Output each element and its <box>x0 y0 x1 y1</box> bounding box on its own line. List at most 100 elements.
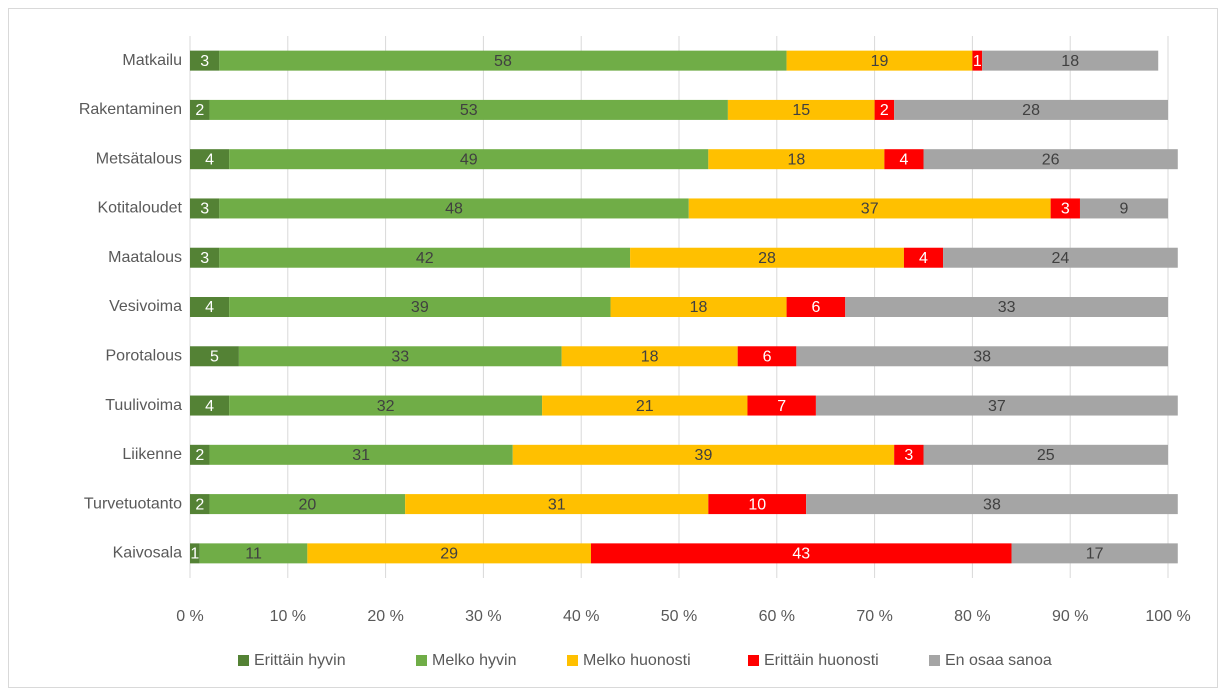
data-label: 2 <box>880 102 889 119</box>
bar-segment <box>190 543 200 564</box>
bar-segment <box>190 494 210 515</box>
data-label: 2 <box>195 447 204 464</box>
bar-segment <box>786 50 973 71</box>
legend-label: Erittäin huonosti <box>764 652 879 669</box>
data-label: 26 <box>1042 151 1060 168</box>
legend-label: En osaa sanoa <box>945 652 1052 669</box>
bar-segment <box>1050 198 1080 219</box>
bar-segment <box>590 543 1012 564</box>
bar-segment <box>209 494 406 515</box>
data-label: 39 <box>411 299 429 316</box>
y-tick-label: Liikenne <box>122 446 182 463</box>
bar-segment <box>815 395 1178 416</box>
bar-segment <box>688 198 1051 219</box>
x-tick-label: 50 % <box>661 608 697 625</box>
bar-segment <box>199 543 308 564</box>
y-tick-label: Tuulivoima <box>105 397 182 414</box>
x-tick-label: 100 % <box>1145 608 1190 625</box>
bar-segment <box>190 99 210 120</box>
data-label: 42 <box>416 250 434 267</box>
data-label: 24 <box>1052 250 1070 267</box>
data-label: 58 <box>494 53 512 70</box>
x-tick-label: 90 % <box>1052 608 1088 625</box>
bar-segment <box>190 149 230 170</box>
data-label: 39 <box>695 447 713 464</box>
bar-segment <box>610 297 787 317</box>
data-label: 53 <box>460 102 478 119</box>
data-label: 18 <box>641 348 659 365</box>
data-label: 7 <box>777 398 786 415</box>
data-label: 9 <box>1120 201 1129 218</box>
bar-segment <box>923 149 1178 170</box>
bar-segment <box>219 247 631 268</box>
data-label: 5 <box>210 348 219 365</box>
bar-segment <box>190 247 220 268</box>
legend-swatch <box>748 655 759 666</box>
data-label: 18 <box>1061 53 1079 70</box>
data-label: 28 <box>758 250 776 267</box>
bar-segment <box>894 99 1168 120</box>
data-label: 43 <box>792 546 810 563</box>
x-tick-label: 80 % <box>954 608 990 625</box>
bar-segment <box>190 198 220 219</box>
data-label: 1 <box>973 53 982 70</box>
data-label: 29 <box>440 546 458 563</box>
bar-segment <box>884 149 924 170</box>
y-tick-label: Kotitaloudet <box>97 200 182 217</box>
data-label: 4 <box>205 398 214 415</box>
data-label: 4 <box>205 151 214 168</box>
bar-segment <box>561 346 738 367</box>
data-label: 37 <box>861 201 879 218</box>
bar-segment <box>923 444 1168 465</box>
bar-segment <box>405 494 709 515</box>
data-label: 33 <box>998 299 1016 316</box>
bar-segment <box>190 50 220 71</box>
data-label: 3 <box>904 447 913 464</box>
x-tick-label: 20 % <box>367 608 403 625</box>
y-tick-label: Rakentaminen <box>79 101 182 118</box>
bar-segment <box>512 444 895 465</box>
data-label: 3 <box>200 53 209 70</box>
x-tick-label: 0 % <box>176 608 204 625</box>
x-tick-label: 40 % <box>563 608 599 625</box>
data-label: 49 <box>460 151 478 168</box>
data-label: 6 <box>811 299 820 316</box>
legend-swatch <box>929 655 940 666</box>
bar-segment <box>190 346 239 367</box>
bar-segment <box>209 99 728 120</box>
data-label: 1 <box>190 546 199 563</box>
bar-segment <box>219 198 689 219</box>
data-label: 48 <box>445 201 463 218</box>
data-label: 38 <box>983 496 1001 513</box>
x-tick-label: 30 % <box>465 608 501 625</box>
bar-segment <box>238 346 562 367</box>
bar-segment <box>708 149 885 170</box>
bar-segment <box>737 346 797 367</box>
data-label: 38 <box>973 348 991 365</box>
bar-segment <box>747 395 816 416</box>
bar-segment <box>796 346 1168 367</box>
bar-segment <box>972 50 983 71</box>
bar-segment <box>229 395 543 416</box>
y-tick-label: Kaivosala <box>113 545 182 562</box>
y-tick-label: Porotalous <box>106 347 183 364</box>
bar-segment <box>219 50 787 71</box>
y-tick-label: Turvetuotanto <box>84 495 182 512</box>
data-label: 10 <box>748 496 766 513</box>
data-label: 4 <box>899 151 908 168</box>
legend-swatch <box>416 655 427 666</box>
bar-segment <box>786 297 846 317</box>
data-label: 32 <box>377 398 395 415</box>
bar-segment <box>1079 198 1168 219</box>
data-label: 4 <box>205 299 214 316</box>
data-label: 21 <box>636 398 654 415</box>
data-label: 4 <box>919 250 928 267</box>
bar-segment <box>806 494 1178 515</box>
data-label: 20 <box>298 496 316 513</box>
data-label: 3 <box>1061 201 1070 218</box>
data-label: 17 <box>1086 546 1104 563</box>
bar-segment <box>307 543 591 564</box>
legend-swatch <box>567 655 578 666</box>
data-label: 2 <box>195 496 204 513</box>
